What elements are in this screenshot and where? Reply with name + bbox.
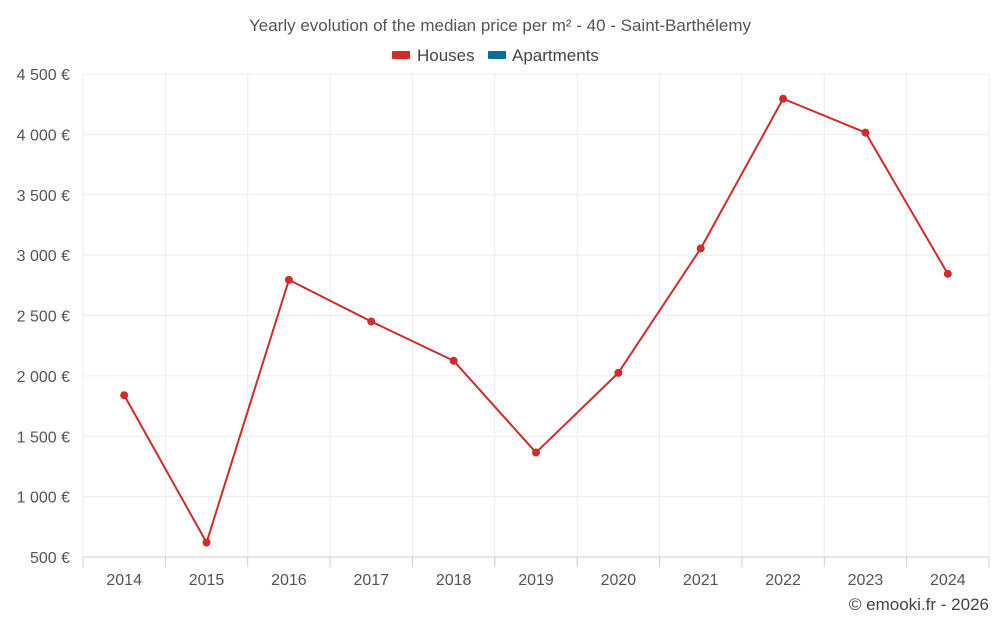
data-point[interactable] — [284, 275, 293, 284]
x-tick-label: 2022 — [765, 572, 801, 589]
x-tick-label: 2016 — [271, 572, 307, 589]
gridlines — [82, 73, 990, 557]
data-point[interactable] — [367, 317, 376, 326]
legend-label-houses[interactable]: Houses — [417, 46, 475, 65]
legend-label-apartments[interactable]: Apartments — [512, 46, 599, 65]
y-tick-label: 3 500 € — [17, 188, 70, 205]
y-tick-label: 1 000 € — [17, 490, 70, 507]
x-tick-label: 2017 — [353, 572, 389, 589]
data-point[interactable] — [449, 356, 458, 365]
y-tick-label: 3 000 € — [17, 248, 70, 265]
y-tick-label: 500 € — [30, 550, 70, 567]
y-tick-label: 1 500 € — [17, 429, 70, 446]
y-tick-label: 2 000 € — [17, 369, 70, 386]
x-tick-label: 2021 — [683, 572, 719, 589]
data-point[interactable] — [614, 368, 623, 377]
data-point[interactable] — [861, 128, 870, 137]
data-point[interactable] — [202, 538, 211, 547]
x-tick-label: 2023 — [848, 572, 884, 589]
series-houses — [120, 94, 952, 547]
legend-swatch-apartments — [488, 51, 506, 59]
data-point[interactable] — [120, 391, 129, 400]
legend-swatch-houses — [392, 51, 410, 59]
data-point[interactable] — [943, 269, 952, 278]
data-point[interactable] — [696, 244, 705, 253]
x-tick-label: 2014 — [106, 572, 142, 589]
chart-title: Yearly evolution of the median price per… — [249, 16, 752, 35]
y-tick-label: 4 500 € — [17, 67, 70, 84]
y-tick-label: 2 500 € — [17, 309, 70, 326]
credit-text: © emooki.fr - 2026 — [849, 595, 989, 614]
axes: 500 € 1 000 € 1 500 € 2 000 € 2 500 € 3 000 €… — [17, 67, 990, 589]
x-tick-label: 2019 — [518, 572, 554, 589]
x-tick-label: 2024 — [930, 572, 966, 589]
legend: Houses Apartments — [392, 46, 599, 65]
y-tick-label: 4 000 € — [17, 127, 70, 144]
x-tick-label: 2018 — [436, 572, 472, 589]
data-point[interactable] — [779, 94, 788, 103]
x-tick-label: 2020 — [601, 572, 637, 589]
data-point[interactable] — [532, 448, 540, 457]
x-tick-label: 2015 — [189, 572, 225, 589]
